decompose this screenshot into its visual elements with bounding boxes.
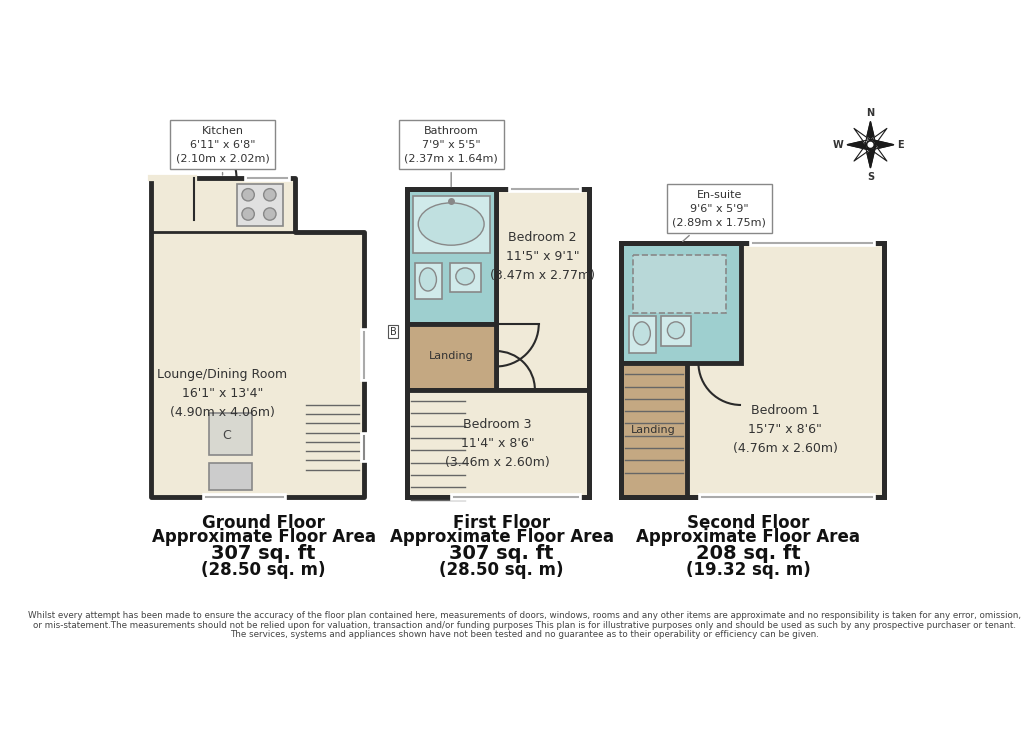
Bar [621,243,884,498]
Text: B: B [390,327,396,337]
Bar [209,413,252,455]
Polygon shape [854,142,873,161]
Text: C: C [222,429,230,442]
Text: Lounge/Dining Room
16'1" x 13'4"
(4.90m x 4.06m): Lounge/Dining Room 16'1" x 13'4" (4.90m … [158,368,288,419]
Text: N: N [866,108,874,118]
Text: Kitchen
6'11" x 6'8"
(2.10m x 2.02m): Kitchen 6'11" x 6'8" (2.10m x 2.02m) [176,126,269,175]
Bar [450,263,480,292]
Text: Approximate Floor Area: Approximate Floor Area [636,528,860,546]
Text: (28.50 sq. m): (28.50 sq. m) [439,560,564,579]
Bar [407,190,589,498]
Polygon shape [867,129,887,147]
Text: Whilst every attempt has been made to ensure the accuracy of the floor plan cont: Whilst every attempt has been made to en… [29,612,1021,620]
Ellipse shape [633,322,650,345]
Bar [633,255,726,312]
Bar [629,316,655,353]
Text: or mis-statement.The measurements should not be relied upon for valuation, trans: or mis-statement.The measurements should… [34,620,1016,629]
Polygon shape [854,129,873,147]
Text: Second Floor: Second Floor [687,514,809,532]
Bar [662,316,690,346]
Text: E: E [898,140,904,150]
Circle shape [868,142,872,147]
Circle shape [263,189,276,201]
Text: 208 sq. ft: 208 sq. ft [695,544,801,562]
Text: En-suite
9'6" x 5'9"
(2.89m x 1.75m): En-suite 9'6" x 5'9" (2.89m x 1.75m) [673,190,766,242]
Bar [209,463,252,490]
Bar [496,190,589,390]
Text: S: S [867,172,874,182]
Bar [407,324,496,390]
Text: Landing: Landing [429,351,473,362]
Bar [621,362,687,498]
Polygon shape [867,142,887,161]
Polygon shape [865,145,876,168]
Text: (28.50 sq. m): (28.50 sq. m) [202,560,326,579]
Polygon shape [870,139,894,150]
Ellipse shape [418,203,484,246]
Circle shape [242,208,254,220]
Text: 307 sq. ft: 307 sq. ft [211,544,315,562]
Text: Approximate Floor Area: Approximate Floor Area [152,528,376,546]
Circle shape [242,189,254,201]
Bar [414,196,489,253]
Ellipse shape [456,268,474,285]
Text: W: W [833,140,844,150]
Bar [407,390,589,498]
Bar [621,243,741,362]
Text: Bedroom 3
11'4" x 8'6"
(3.46m x 2.60m): Bedroom 3 11'4" x 8'6" (3.46m x 2.60m) [445,418,550,469]
Ellipse shape [420,268,436,291]
Text: 307 sq. ft: 307 sq. ft [450,544,554,562]
Text: First Floor: First Floor [453,514,550,532]
Ellipse shape [668,322,684,339]
Bar [407,190,496,324]
Polygon shape [152,178,365,498]
Text: Bedroom 2
11'5" x 9'1"
(3.47m x 2.77m): Bedroom 2 11'5" x 9'1" (3.47m x 2.77m) [490,231,595,282]
Text: Bedroom 1
15'7" x 8'6"
(4.76m x 2.60m): Bedroom 1 15'7" x 8'6" (4.76m x 2.60m) [733,404,838,455]
Circle shape [866,141,874,149]
Polygon shape [847,139,870,150]
Bar [415,263,442,300]
Text: Ground Floor: Ground Floor [202,514,325,532]
Circle shape [263,208,276,220]
Text: Approximate Floor Area: Approximate Floor Area [389,528,613,546]
Text: The services, systems and appliances shown have not been tested and no guarantee: The services, systems and appliances sho… [230,630,819,639]
Text: Bathroom
7'9" x 5'5"
(2.37m x 1.64m): Bathroom 7'9" x 5'5" (2.37m x 1.64m) [404,126,498,187]
Bar [621,243,884,498]
Bar [237,184,283,226]
Text: (19.32 sq. m): (19.32 sq. m) [686,560,810,579]
Text: Landing: Landing [631,425,676,434]
Polygon shape [865,121,876,145]
